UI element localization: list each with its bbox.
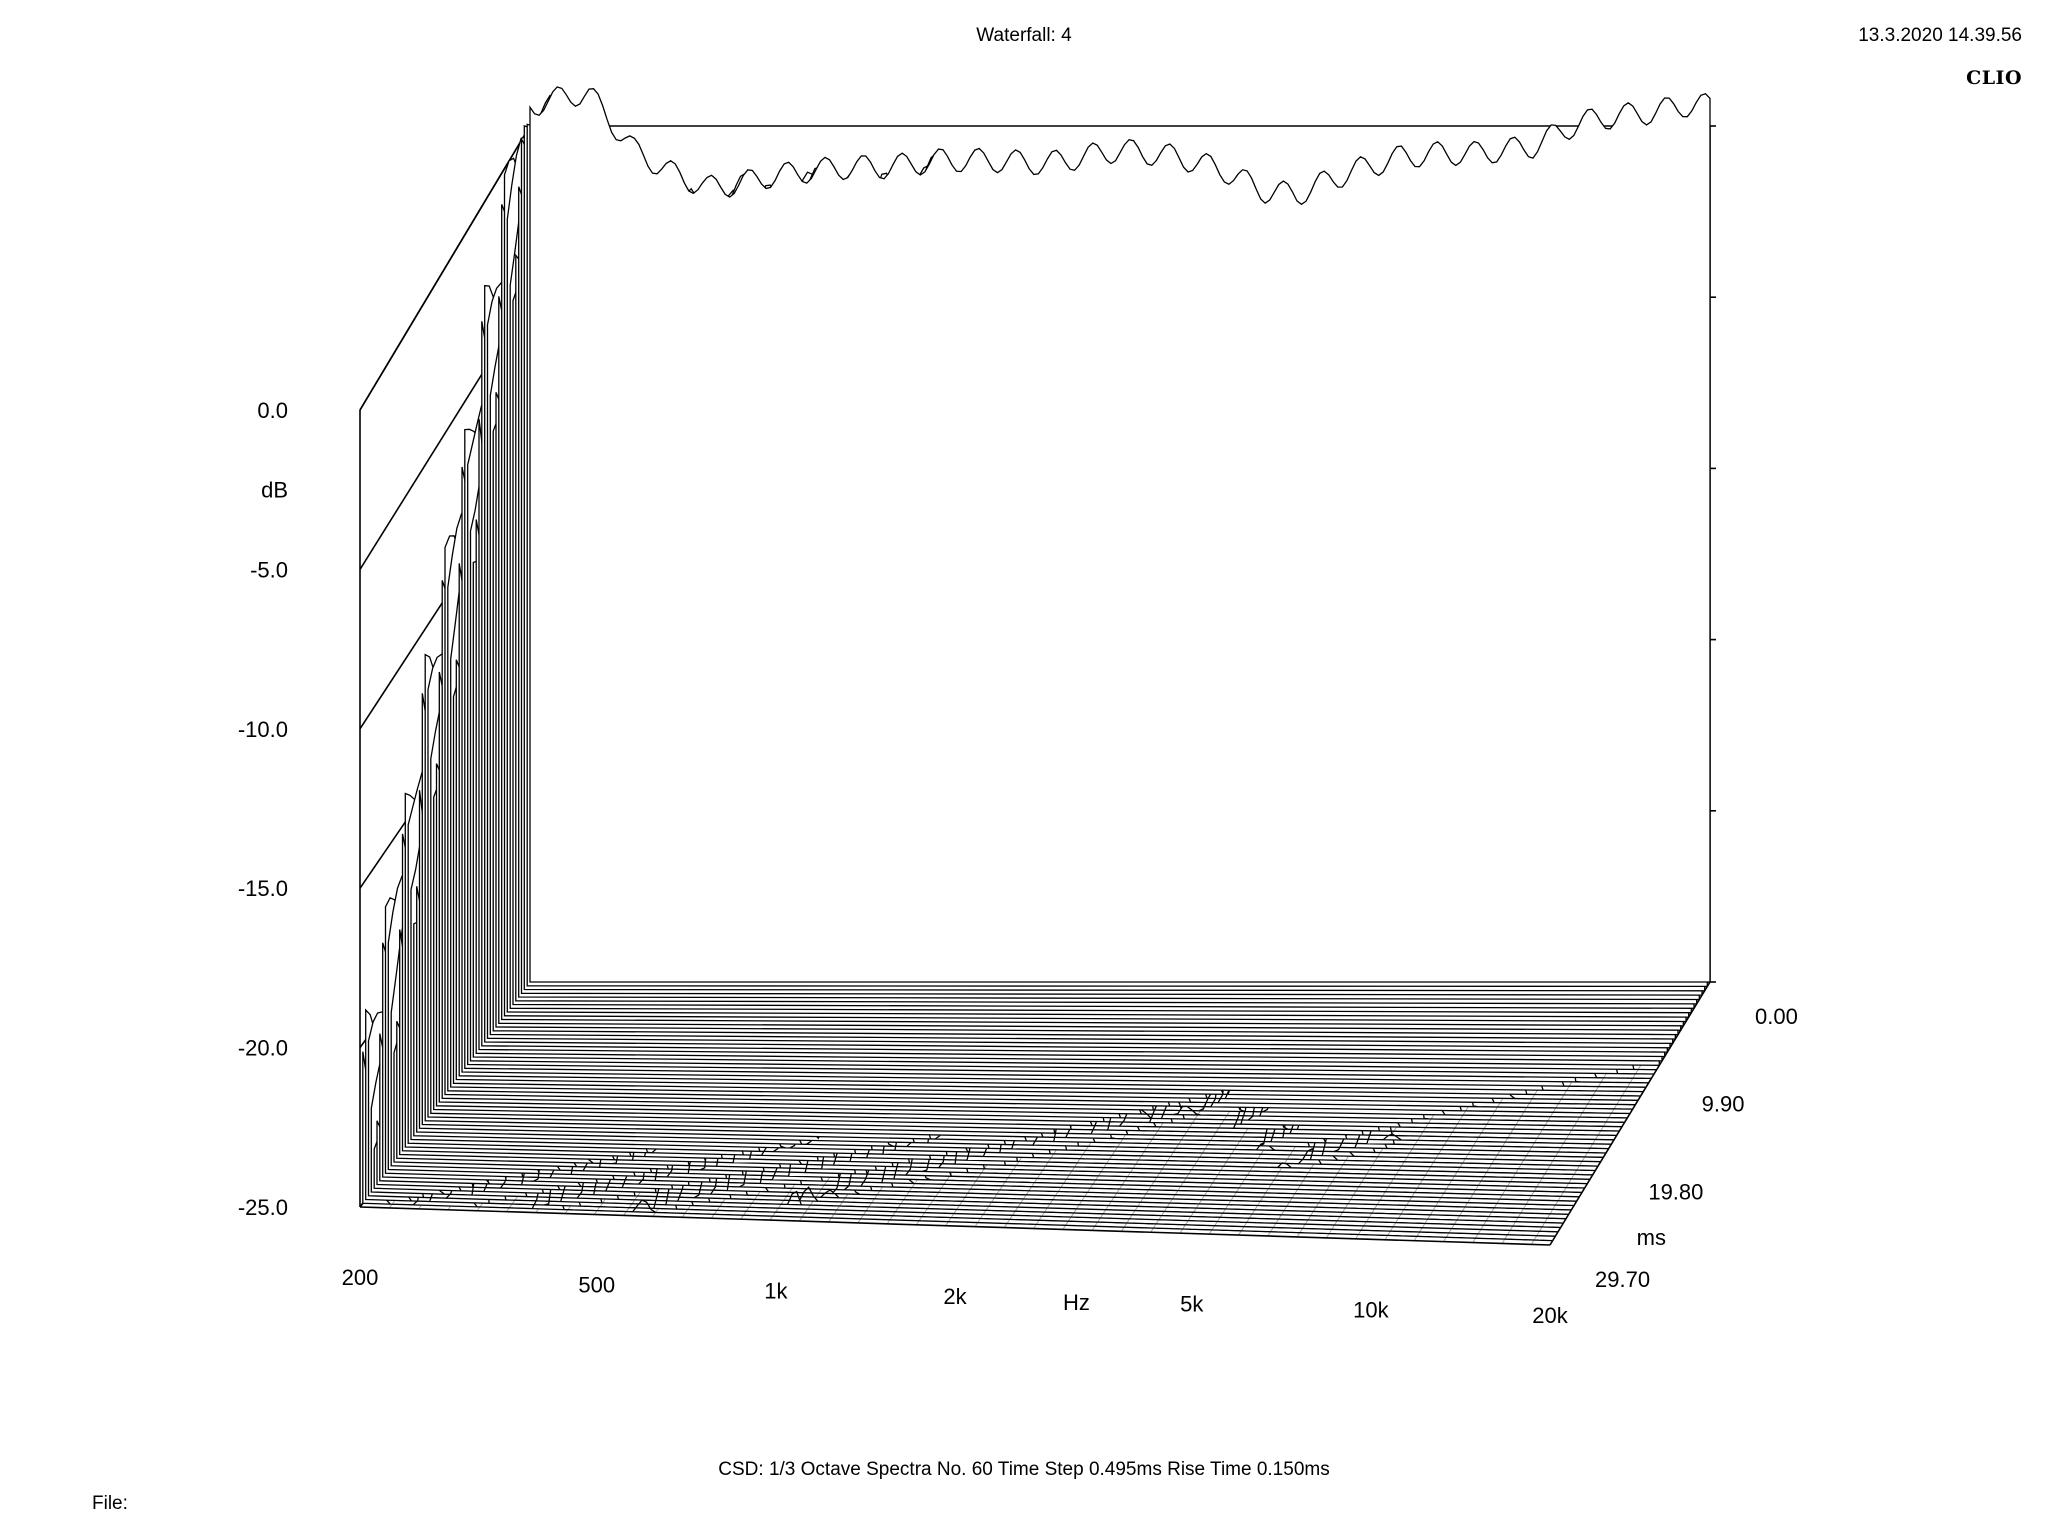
freq-tick-label: 20k — [1532, 1303, 1568, 1328]
spectrum-54 — [376, 958, 1567, 1220]
db-tick-label: 0.0 — [257, 398, 288, 423]
time-tick-label: 9.90 — [1702, 1092, 1745, 1117]
spectra-group — [362, 86, 1711, 1242]
file-label: File: — [92, 1493, 128, 1514]
time-tick-label: 19.80 — [1648, 1179, 1703, 1204]
frame-edge-0 — [359, 1206, 1551, 1246]
chart-title: Waterfall: 4 — [976, 25, 1072, 46]
time-axis-label: ms — [1637, 1225, 1666, 1250]
spectrum-53 — [379, 961, 1569, 1215]
db-tick-label: -10.0 — [238, 717, 288, 742]
timestamp: 13.3.2020 14.39.56 — [1858, 25, 2022, 46]
time-tick-label: 29.70 — [1595, 1267, 1650, 1292]
freq-tick-label: 200 — [342, 1265, 379, 1290]
freq-tick-label: 2k — [943, 1284, 967, 1309]
time-tick-label: 0.00 — [1755, 1004, 1798, 1029]
freq-tick-label: 10k — [1353, 1297, 1389, 1322]
spectrum-0 — [529, 86, 1711, 983]
db-tick-label: -15.0 — [238, 876, 288, 901]
db-axis-label: dB — [261, 478, 288, 503]
brand-logo: CLIO — [1966, 67, 2022, 89]
db-gridline — [359, 125, 531, 411]
freq-tick-label: 500 — [578, 1273, 615, 1298]
measurement-settings: CSD: 1/3 Octave Spectra No. 60 Time Step… — [718, 1459, 1330, 1480]
spectrum-56 — [370, 985, 1561, 1229]
freq-tick-label: 5k — [1180, 1292, 1204, 1317]
db-tick-label: -20.0 — [238, 1036, 288, 1061]
axis-labels: 0.0 -5.0 -10.0 -15.0 -20.0 -25.0 dB 200 500 1k 2k 5… — [238, 398, 1798, 1328]
spectrum-55 — [373, 961, 1564, 1224]
db-tick-label: -5.0 — [250, 557, 288, 582]
freq-tick-label: 1k — [764, 1278, 788, 1303]
db-tick-label: -25.0 — [238, 1195, 288, 1220]
freq-axis-label: Hz — [1063, 1290, 1090, 1315]
